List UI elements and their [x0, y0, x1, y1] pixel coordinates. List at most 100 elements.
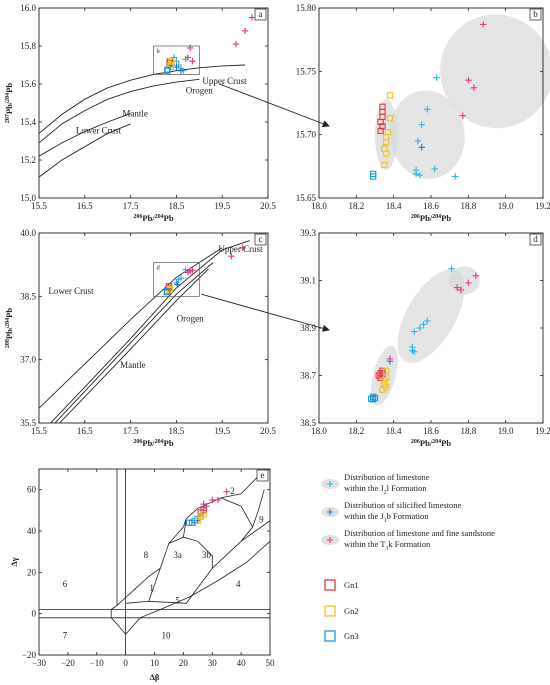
y-tick-label: 35.5 — [20, 418, 36, 428]
field-label: 3a — [173, 550, 182, 560]
data-point-j2l — [411, 328, 418, 335]
x-axis-label: 206Pb/204Pb — [411, 438, 451, 448]
plot-area — [39, 240, 250, 423]
field-boundary — [110, 469, 126, 655]
data-point-t3k — [465, 77, 472, 84]
data-point-gn3 — [371, 394, 379, 402]
x-tick-label: 19.2 — [535, 201, 550, 211]
legend-plus-marker — [327, 509, 333, 515]
y-axis-label: 207Pb/204Pb — [4, 83, 14, 123]
x-axis-label: 206Pb/204Pb — [133, 213, 173, 223]
distribution-ellipse — [397, 269, 465, 363]
curve-label: Lower Crust — [48, 286, 94, 296]
x-tick-label: 19.0 — [498, 426, 514, 436]
data-point-gn3 — [188, 519, 196, 526]
legend-text-part: k Formation — [388, 539, 431, 549]
panel-label: b — [533, 9, 538, 19]
chart-b: 18.0 18.2 18.4 18.6 18.8 19.0 19.2 15.65 15.70 15… — [296, 3, 550, 223]
chart-d: 18.0 18.2 18.4 18.6 18.8 19.0 19.2 38.5 38.7 38.9… — [300, 228, 550, 448]
x-tick-label: 10 — [150, 658, 160, 668]
y-axis-label-part: Pb — [4, 308, 14, 318]
x-axis-label-part: 206 — [411, 214, 420, 220]
data-point-gn2 — [383, 367, 390, 374]
legend-item-gn2: Gn2 — [324, 605, 359, 617]
x-tick-label: 50 — [266, 658, 276, 668]
legend-item-gn3: Gn3 — [324, 630, 359, 642]
plot-frame — [38, 7, 269, 199]
x-axis-label-part: Pb — [441, 213, 451, 223]
data-point-t3k — [386, 355, 394, 363]
data-point-j2l — [433, 74, 440, 81]
data-point-gn2 — [386, 115, 394, 122]
panel-label-box — [529, 8, 542, 21]
y-tick-label: 40 — [27, 526, 37, 536]
plot-area — [369, 21, 487, 180]
x-axis-label-part: 204 — [432, 214, 441, 220]
y-tick-label: 38.7 — [300, 371, 316, 381]
data-point-t3k — [470, 84, 478, 91]
y-tick-label: 0 — [32, 609, 37, 619]
data-point-j2l — [424, 106, 431, 113]
x-tick-label: 17.5 — [123, 201, 139, 211]
y-tick-label: 15.80 — [296, 3, 317, 13]
y-tick-label: 60 — [27, 485, 37, 495]
data-point-t3k — [465, 279, 472, 287]
x-axis-label-part: 204 — [155, 214, 164, 220]
legend-text-part: within the J — [344, 483, 384, 493]
legend-text-line1: Distribution of limestone — [344, 472, 430, 482]
data-point-gn2 — [383, 139, 390, 146]
data-point-t3k — [472, 272, 479, 279]
x-axis-label-part: Pb/ — [420, 438, 433, 448]
x-tick-label: 17.5 — [123, 426, 139, 436]
evolution-curve-lower-crust — [39, 247, 223, 409]
panel-label: e — [261, 470, 265, 480]
data-point-j2l — [416, 172, 423, 179]
panel-label: d — [533, 234, 538, 244]
y-tick-label: 15.75 — [296, 66, 317, 76]
field-label: 1 — [149, 583, 154, 593]
legend-item-gn1: Gn1 — [324, 579, 359, 591]
plot-area — [368, 265, 479, 403]
x-axis-label-part: Pb — [164, 438, 174, 448]
legend-text-part: 1 — [384, 518, 387, 524]
chart-c: Upper Crust Lower Crust Orogen Mantle d 15.5 1… — [4, 228, 276, 448]
legend-text-part: b Formation — [387, 511, 430, 521]
data-point-t3k — [209, 496, 216, 504]
y-axis-label-part: Pb/ — [4, 101, 14, 114]
legend-text: Gn1 — [344, 580, 359, 590]
field-label: 3b — [202, 550, 212, 560]
x-tick-label: 20 — [179, 658, 189, 668]
plot-frame — [38, 232, 269, 424]
data-point-gn3 — [164, 66, 171, 73]
data-point-j2l — [177, 274, 185, 282]
y-axis-label-part: 204 — [5, 318, 11, 327]
data-point-t3k — [228, 253, 235, 260]
data-point-t3k — [223, 488, 230, 495]
panel-label-box — [529, 233, 542, 246]
data-point-gn1 — [379, 371, 386, 378]
x-tick-label: 18.4 — [386, 426, 402, 436]
data-point-gn2 — [200, 511, 207, 518]
x-tick-label: 15.5 — [31, 426, 47, 436]
legend-text-line2: within the J1b Formation — [344, 511, 429, 524]
field-label: 4 — [236, 579, 241, 589]
x-axis-label: 206Pb/204Pb — [411, 213, 451, 223]
y-tick-label: 39.1 — [300, 276, 316, 286]
x-axis-label-part: 204 — [432, 439, 441, 445]
data-point-t3k — [232, 40, 240, 48]
x-tick-label: 30 — [208, 658, 218, 668]
data-point-gn3 — [164, 288, 171, 295]
x-tick-label: −20 — [61, 658, 76, 668]
field-boundary — [183, 518, 187, 538]
x-tick-label: 18.4 — [386, 201, 402, 211]
x-tick-label: 18.8 — [460, 426, 476, 436]
legend-text-part: 3 — [385, 546, 388, 552]
x-tick-label: 19.0 — [498, 201, 514, 211]
zoom-box-label: b — [157, 48, 160, 55]
x-axis-label-part: Pb/ — [420, 213, 433, 223]
data-point-gn1 — [200, 507, 207, 514]
y-axis-label-part: 208 — [5, 339, 11, 348]
x-tick-label: 18.5 — [169, 201, 185, 211]
